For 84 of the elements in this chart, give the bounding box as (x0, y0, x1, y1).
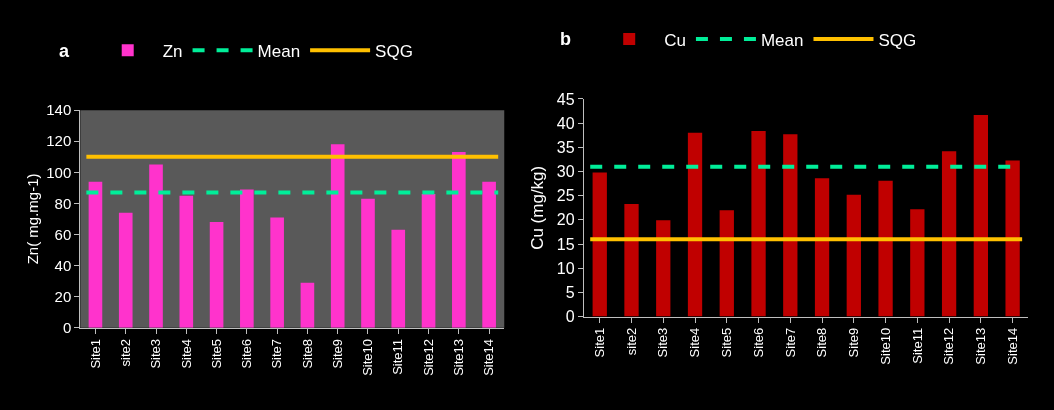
y-tick-label: 5 (565, 284, 575, 302)
y-tick-label: 35 (556, 138, 575, 156)
legend-label: Mean (760, 30, 804, 50)
x-tick-label: Site5 (719, 327, 735, 358)
x-tick-label: Site12 (420, 338, 436, 376)
x-tick-label: Site9 (846, 327, 862, 358)
bar (300, 282, 315, 328)
x-tick-label: Site10 (360, 338, 376, 376)
y-tick-label: 30 (556, 163, 575, 181)
x-tick-label: Site13 (451, 338, 467, 376)
y-tick-label: 0 (565, 308, 575, 326)
bar (719, 210, 734, 317)
legend-label: Zn (162, 41, 183, 61)
y-tick-label: 40 (556, 114, 575, 132)
legend-label: Mean (257, 41, 301, 61)
x-tick-label: Site12 (941, 327, 957, 365)
bar (687, 132, 703, 317)
y-tick-label: 15 (556, 235, 575, 253)
x-tick-label: Site7 (782, 327, 798, 358)
x-tick-label: Site6 (750, 327, 766, 358)
x-tick-label: Site1 (87, 338, 103, 369)
bar (624, 203, 639, 317)
bar (814, 178, 830, 317)
x-tick-label: Site11 (909, 327, 925, 364)
bar (910, 209, 925, 317)
y-tick-label: 60 (54, 225, 72, 243)
chart-title: a (59, 41, 70, 61)
bar (88, 181, 103, 328)
x-tick-label: Site1 (591, 327, 607, 358)
bar (783, 134, 798, 317)
bar (149, 164, 163, 328)
y-tick-label: 40 (54, 256, 72, 274)
y-tick-label: 100 (46, 163, 72, 181)
bar (1005, 160, 1020, 317)
y-tick-label: 0 (62, 319, 72, 337)
x-tick-label: Site8 (299, 338, 315, 369)
bar (118, 212, 133, 328)
bar (592, 172, 607, 317)
bar (846, 194, 861, 317)
y-tick-label: 140 (46, 101, 72, 119)
bar (240, 189, 254, 328)
x-tick-label: Site9 (329, 338, 345, 369)
x-tick-label: Site3 (148, 338, 164, 369)
x-tick-label: Site4 (178, 338, 194, 369)
x-tick-label: Site6 (239, 338, 255, 369)
x-tick-label: Site8 (814, 327, 830, 358)
bar (751, 130, 766, 317)
legend-label: Cu (664, 30, 686, 50)
y-tick-label: 20 (54, 287, 72, 305)
bar (421, 194, 436, 328)
x-tick-label: Site11 (390, 338, 406, 375)
bar (482, 181, 496, 328)
x-tick-label: Site14 (1004, 327, 1020, 365)
bar (452, 152, 466, 328)
x-tick-label: Site5 (208, 338, 224, 369)
bar (179, 195, 194, 328)
x-tick-label: Site13 (973, 327, 989, 365)
y-tick-label: 25 (556, 187, 575, 205)
legend-label: SQG (878, 30, 917, 50)
x-tick-label: Site10 (877, 327, 893, 365)
bar (391, 229, 406, 328)
bar (973, 114, 988, 317)
x-tick-label: Site3 (655, 327, 671, 358)
y-tick-label: 45 (556, 90, 575, 108)
x-tick-label: site2 (623, 327, 639, 356)
y-tick-label: 10 (556, 259, 575, 277)
bar (361, 198, 375, 328)
y-axis-title: Zn( mg.mg-1) (23, 173, 41, 265)
x-tick-label: Site4 (687, 327, 703, 358)
y-tick-label: 120 (46, 132, 72, 150)
x-tick-label: Site14 (481, 338, 497, 376)
bar (941, 151, 957, 317)
bar (209, 222, 224, 328)
y-tick-label: 80 (54, 194, 72, 212)
bar (878, 180, 893, 317)
chart-title: b (560, 29, 571, 49)
x-tick-label: Site7 (269, 338, 285, 369)
legend-label: SQG (375, 41, 413, 61)
y-axis-title: Cu (mg/kg) (528, 165, 548, 250)
bar (656, 220, 671, 317)
bar (330, 144, 345, 328)
x-tick-label: site2 (117, 338, 133, 367)
y-tick-label: 20 (556, 211, 575, 229)
bar (270, 217, 284, 328)
